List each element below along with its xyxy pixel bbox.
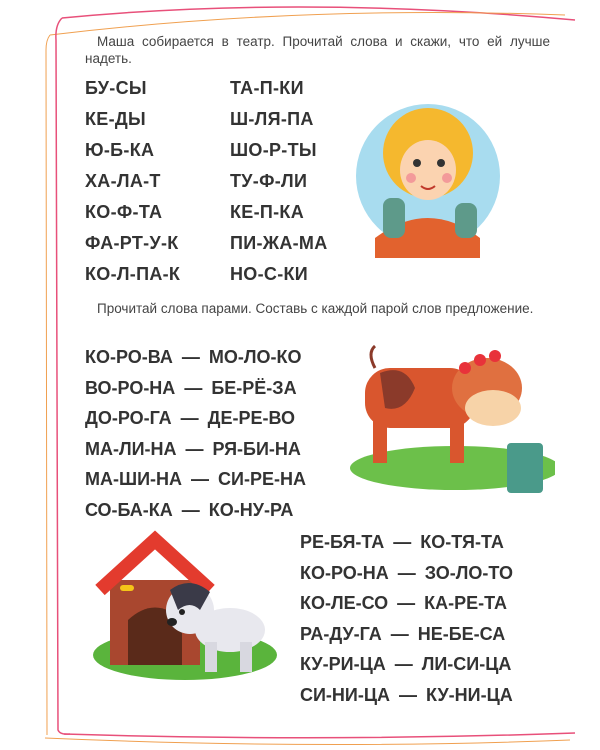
pair-first: РЕ-БЯ-ТА — [300, 532, 385, 552]
pair-dash: — — [394, 654, 413, 674]
word-left: Ю-Б-КА — [85, 140, 155, 160]
pair-second: НЕ-БЕ-СА — [417, 623, 506, 644]
pair-second: СИ-РЕ-НА — [218, 469, 306, 489]
pair-dash: — — [180, 408, 199, 428]
word-right: Ш-ЛЯ-ПА — [230, 109, 314, 129]
doghouse-illustration — [93, 530, 277, 680]
pair-dash: — — [390, 623, 409, 644]
word-left: КО-Ф-ТА — [85, 202, 163, 222]
pair-second: КО-ТЯ-ТА — [420, 532, 504, 552]
word-right: КЕ-П-КА — [230, 202, 305, 222]
word-pair: СИ-НИ-ЦА — КУ-НИ-ЦА — [300, 685, 513, 706]
word-pair: КО-РО-НА — ЗО-ЛО-ТО — [300, 563, 513, 584]
word-pair: СО-БА-КА — КО-НУ-РА — [85, 500, 293, 521]
pair-dash: — — [181, 347, 200, 367]
pair-dash: — — [393, 532, 412, 552]
word-pair: ВО-РО-НА — БЕ-РЁ-ЗА — [85, 378, 297, 399]
word-right: ТА-П-КИ — [230, 78, 304, 98]
word-pair: КУ-РИ-ЦА — ЛИ-СИ-ЦА — [300, 654, 511, 675]
word-left: ФА-РТ-У-К — [85, 233, 179, 253]
pair-dash: — — [191, 469, 210, 489]
word-left: ХА-ЛА-Т — [85, 171, 161, 191]
word-pair: РЕ-БЯ-ТА — КО-ТЯ-ТА — [300, 532, 504, 553]
instruction-text-1: Маша собирается в театр. Прочитай слова … — [85, 34, 550, 66]
pair-second: МО-ЛО-КО — [208, 347, 302, 367]
word-right: НО-С-КИ — [230, 264, 309, 284]
word-right: ШО-Р-ТЫ — [230, 140, 317, 160]
pair-second: БЕ-РЁ-ЗА — [211, 377, 297, 398]
pair-second: ЗО-ЛО-ТО — [424, 562, 513, 583]
pair-first: КО-РО-НА — [300, 562, 389, 583]
cow-illustration — [350, 344, 555, 493]
word-left: КО-Л-ПА-К — [85, 264, 181, 284]
word-left: БУ-СЫ — [85, 78, 147, 98]
pair-second: КУ-НИ-ЦА — [426, 684, 513, 705]
pair-dash: — — [184, 377, 203, 398]
pair-dash: — — [185, 438, 204, 459]
word-right: ТУ-Ф-ЛИ — [230, 171, 308, 191]
pair-second: ДЕ-РЕ-ВО — [207, 408, 296, 428]
pair-first: СИ-НИ-ЦА — [300, 684, 391, 705]
word-pair: ДО-РО-ГА — ДЕ-РЕ-ВО — [85, 408, 295, 429]
pair-first: ВО-РО-НА — [85, 377, 176, 398]
word-left: КЕ-ДЫ — [85, 109, 146, 129]
pair-second: КО-НУ-РА — [208, 499, 294, 520]
pair-first: МА-ШИ-НА — [85, 469, 183, 489]
pair-second: КА-РЕ-ТА — [424, 593, 508, 613]
word-right: ПИ-ЖА-МА — [230, 233, 328, 253]
pair-first: КО-ЛЕ-СО — [300, 593, 389, 613]
pair-first: КУ-РИ-ЦА — [300, 654, 386, 674]
word-pair: КО-ЛЕ-СО — КА-РЕ-ТА — [300, 593, 507, 614]
word-pair: РА-ДУ-ГА — НЕ-БЕ-СА — [300, 624, 505, 645]
pair-dash: — — [397, 562, 416, 583]
word-pair: МА-ЛИ-НА — РЯ-БИ-НА — [85, 439, 301, 460]
girl-illustration — [356, 104, 500, 258]
word-pair: МА-ШИ-НА — СИ-РЕ-НА — [85, 469, 306, 490]
pair-second: ЛИ-СИ-ЦА — [421, 654, 512, 674]
pair-dash: — — [397, 593, 416, 613]
instruction-text-2: Прочитай слова парами. Составь с каждой … — [97, 301, 534, 316]
pair-first: СО-БА-КА — [85, 499, 173, 520]
pair-first: РА-ДУ-ГА — [300, 623, 382, 644]
pair-dash: — — [181, 499, 200, 520]
pair-second: РЯ-БИ-НА — [212, 438, 301, 459]
pair-dash: — — [399, 684, 418, 705]
pair-first: КО-РО-ВА — [85, 347, 173, 367]
word-pair: КО-РО-ВА — МО-ЛО-КО — [85, 347, 301, 368]
pair-first: МА-ЛИ-НА — [85, 438, 177, 459]
pair-first: ДО-РО-ГА — [85, 408, 172, 428]
